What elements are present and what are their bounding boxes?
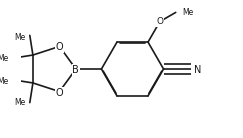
Text: N: N	[194, 65, 201, 75]
Text: O: O	[56, 88, 63, 98]
Text: Me: Me	[0, 54, 9, 63]
Text: Me: Me	[14, 33, 25, 42]
Text: Me: Me	[0, 77, 9, 86]
Text: O: O	[156, 17, 163, 26]
Text: Me: Me	[182, 8, 193, 17]
Text: Me: Me	[14, 98, 25, 107]
Text: B: B	[72, 65, 79, 75]
Text: O: O	[56, 42, 63, 52]
